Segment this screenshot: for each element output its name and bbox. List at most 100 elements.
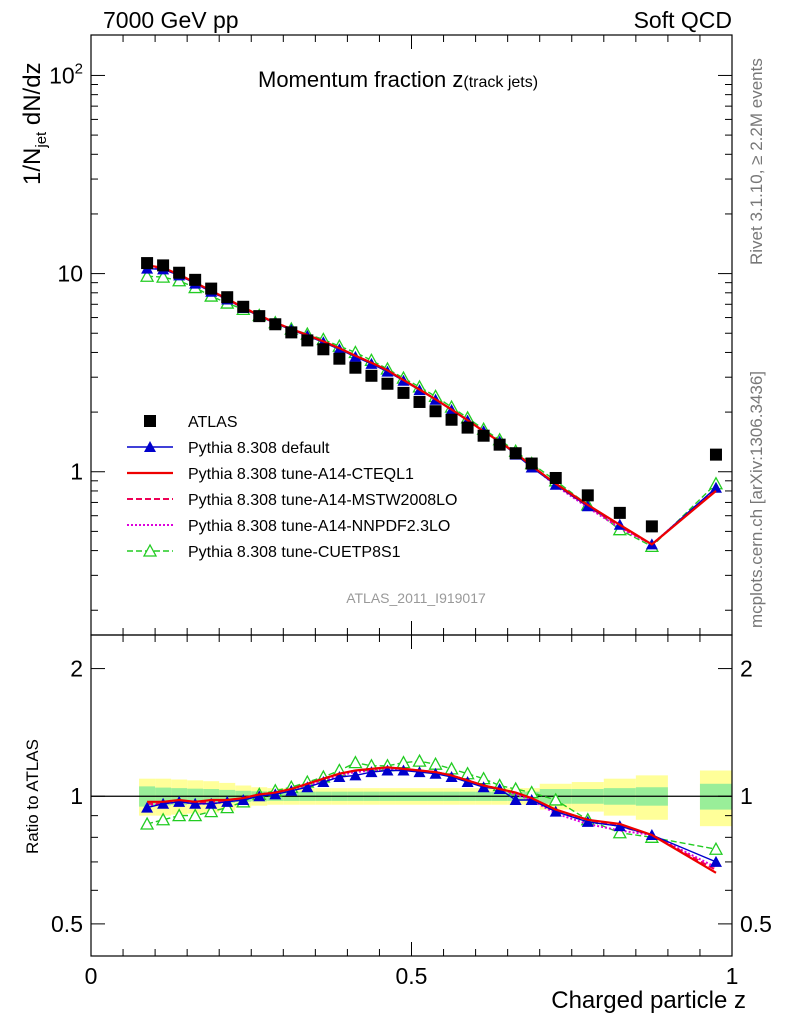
ratio-xtick-label: 0.5 xyxy=(396,963,428,989)
legend-entry-default: Pythia 8.308 default xyxy=(127,440,330,457)
ratio-point-default xyxy=(613,820,626,832)
main-point-atlas xyxy=(173,266,186,279)
ratio-point-default xyxy=(205,797,218,809)
ratio-point-default xyxy=(173,795,186,807)
ratio-point-cuetp8s1 xyxy=(548,792,563,806)
ratio-point-default xyxy=(581,815,594,827)
ratio-ytick-label-left: 2 xyxy=(70,656,83,682)
legend-entry-mstw: Pythia 8.308 tune-A14-MSTW2008LO xyxy=(127,492,457,509)
main-point-atlas xyxy=(317,343,330,356)
ratio-point-default xyxy=(317,776,330,788)
main-point-atlas xyxy=(157,259,170,272)
ratio-point-cuetp8s1 xyxy=(348,755,363,769)
main-series-atlas xyxy=(141,257,722,533)
legend-marker-atlas xyxy=(144,415,156,427)
main-point-atlas xyxy=(221,291,234,304)
main-point-atlas xyxy=(349,361,362,374)
header-left: 7000 GeV pp xyxy=(103,7,239,33)
main-point-atlas xyxy=(141,257,154,270)
main-series-layer xyxy=(139,257,724,553)
main-point-atlas xyxy=(509,447,522,460)
main-point-atlas xyxy=(525,457,538,470)
legend-entry-nnpdf: Pythia 8.308 tune-A14-NNPDF2.3LO xyxy=(127,518,450,535)
main-point-atlas xyxy=(237,300,250,313)
ratio-point-default xyxy=(349,769,362,781)
x-axis-title: Charged particle z xyxy=(551,987,746,1014)
legend-label-atlas: ATLAS xyxy=(188,414,238,431)
ratio-point-default xyxy=(365,766,378,778)
main-point-atlas xyxy=(549,471,562,484)
main-point-atlas xyxy=(397,386,410,399)
ratio-point-default xyxy=(269,788,282,800)
ratio-series-layer xyxy=(139,753,724,874)
ratio-point-cuetp8s1 xyxy=(708,841,724,855)
ratio-point-default xyxy=(237,793,250,805)
legend-label-default: Pythia 8.308 default xyxy=(188,440,330,457)
ratio-point-default xyxy=(285,784,298,796)
main-point-default xyxy=(709,481,722,493)
legend-label-cteql1: Pythia 8.308 tune-A14-CTEQL1 xyxy=(188,466,414,483)
ratio-point-cuetp8s1 xyxy=(139,816,155,830)
ratio-point-cuetp8s1 xyxy=(612,825,627,839)
main-point-atlas xyxy=(493,438,506,451)
ratio-point-cuetp8s1 xyxy=(156,812,171,826)
main-point-atlas xyxy=(445,413,458,426)
main-ytick-label: 102 xyxy=(49,60,83,88)
main-point-atlas xyxy=(709,448,722,461)
ratio-point-default xyxy=(509,793,522,805)
ratio-plot-frame xyxy=(90,634,733,957)
main-point-atlas xyxy=(205,282,218,295)
main-ylabel: 1/Njet dN/dz xyxy=(19,62,50,185)
main-point-atlas xyxy=(429,405,442,418)
ratio-point-cuetp8s1 xyxy=(204,804,219,818)
main-point-atlas xyxy=(413,395,426,408)
analysis-watermark: ATLAS_2011_I919017 xyxy=(346,590,486,606)
ratio-point-default xyxy=(189,797,202,809)
main-point-atlas xyxy=(269,318,282,331)
main-point-atlas xyxy=(285,326,298,339)
ratio-ytick-label-left: 0.5 xyxy=(51,911,83,937)
ratio-ytick-label-right: 1 xyxy=(740,783,753,809)
ratio-point-cuetp8s1 xyxy=(172,808,187,822)
legend-label-nnpdf: Pythia 8.308 tune-A14-NNPDF2.3LO xyxy=(188,518,450,535)
main-point-atlas xyxy=(477,429,490,442)
main-ytick-label: 1 xyxy=(70,459,83,485)
ratio-ylabel: Ratio to ATLAS xyxy=(23,739,42,854)
ratio-point-default xyxy=(253,790,266,802)
mcplots-label: mcplots.cern.ch [arXiv:1306.3436] xyxy=(747,371,766,628)
main-point-atlas xyxy=(333,352,346,365)
ratio-point-default xyxy=(549,805,562,817)
main-point-atlas xyxy=(461,421,474,434)
ratio-frame xyxy=(90,634,733,957)
main-point-atlas xyxy=(365,369,378,382)
ratio-point-default xyxy=(477,781,490,793)
ratio-uncertainty-bands xyxy=(91,770,732,827)
main-point-cuetp8s1 xyxy=(156,269,171,283)
legend-entry-cteql1: Pythia 8.308 tune-A14-CTEQL1 xyxy=(127,466,414,483)
ratio-point-default xyxy=(141,801,154,813)
ratio-xtick-label: 0 xyxy=(85,963,98,989)
legend-entry-atlas: ATLAS xyxy=(144,414,238,431)
ratio-line-cteql1 xyxy=(147,766,717,874)
ratio-point-default xyxy=(333,771,346,783)
ratio-point-cuetp8s1 xyxy=(412,753,427,767)
ratio-point-cuetp8s1 xyxy=(428,756,443,770)
ratio-point-default xyxy=(221,795,234,807)
main-point-atlas xyxy=(581,489,594,502)
ratio-series-cteql1 xyxy=(147,766,717,874)
legend-label-mstw: Pythia 8.308 tune-A14-MSTW2008LO xyxy=(188,492,457,509)
legend-label-cuetp8s1: Pythia 8.308 tune-CUETP8S1 xyxy=(188,544,401,561)
main-point-atlas xyxy=(189,273,202,286)
header-right: Soft QCD xyxy=(634,7,732,33)
ratio-point-default xyxy=(157,797,170,809)
ratio-ytick-label-right: 2 xyxy=(740,656,753,682)
ratio-point-default xyxy=(709,855,722,867)
ratio-point-default xyxy=(381,764,394,776)
main-point-cuetp8s1 xyxy=(139,268,155,282)
legend-marker-cuetp8s1 xyxy=(142,543,158,557)
ratio-xtick-label: 1 xyxy=(726,963,739,989)
ratio-series-default xyxy=(141,764,722,867)
legend-entry-cuetp8s1: Pythia 8.308 tune-CUETP8S1 xyxy=(127,543,401,561)
legend-marker-default xyxy=(144,441,156,452)
